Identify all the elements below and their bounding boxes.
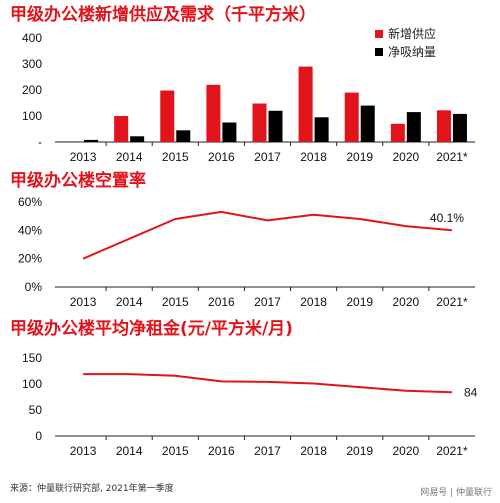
bar-legend: 新增供应 净吸纳量 [375,26,436,62]
supply-bar [252,103,267,142]
supply-bar [160,90,175,142]
absorption-bar [452,113,467,142]
y-tick-label: - [38,135,42,149]
vacancy-rate-line-chart: 0% 20% 40% 60% 2013 2014 2015 2016 2017 2018 2019 2… [18,195,475,309]
absorption-bar [222,122,237,142]
x-tick-label: 2013 [70,444,97,458]
y-tick-label: 150 [22,351,42,365]
absorption-bar [268,110,283,142]
y-tick-label: 40% [18,223,42,237]
y-tick-label: 0% [25,280,43,294]
absorption-bar [176,130,191,142]
legend-item-supply: 新增供应 [375,26,436,42]
x-tick-label: 2018 [300,150,327,164]
x-tick-label: 2016 [208,295,235,309]
x-tick-label: 2013 [70,295,97,309]
x-tick-label: 2014 [116,150,143,164]
supply-bar [390,123,405,142]
y-tick-label: 100 [22,109,42,123]
supply-demand-bar-chart: - 100 200 300 400 2013 2014 2015 2016 2017 2018 201… [22,31,475,164]
x-tick-label: 2017 [254,444,281,458]
last-value-label: 40.1% [430,211,464,225]
x-tick-label: 2019 [346,150,373,164]
y-tick-label: 20% [18,252,42,266]
x-tick-label: 2021* [436,295,468,309]
y-tick-label: 200 [22,83,42,97]
y-tick-label: 50 [29,403,43,417]
x-tick-label: 2019 [346,444,373,458]
x-tick-label: 2015 [162,295,189,309]
x-tick-label: 2019 [346,295,373,309]
vacancy-rate-title: 甲级办公楼空置率 [10,171,146,191]
x-tick-label: 2014 [116,444,143,458]
x-tick-label: 2014 [116,295,143,309]
supply-bar [344,92,359,142]
x-tick-label: 2018 [300,295,327,309]
x-tick-label: 2015 [162,150,189,164]
absorption-bar [360,105,375,142]
legend-label-supply: 新增供应 [388,27,437,41]
rent-line-chart: 0 50 100 150 2013 2014 2015 2016 2017 2018 2019 202… [22,351,478,458]
x-tick-label: 2016 [208,444,235,458]
x-tick-label: 2020 [392,295,419,309]
y-tick-label: 0 [35,429,42,443]
source-note: 来源：仲量联行研究部, 2021年第一季度 [10,484,174,494]
x-tick-label: 2015 [162,444,189,458]
x-tick-label: 2020 [392,444,419,458]
absorption-bar [84,139,99,142]
legend-item-absorption: 净吸纳量 [375,44,436,60]
y-tick-label: 300 [22,57,42,71]
rent-title: 甲级办公楼平均净租金(元/平方米/月) [10,319,293,339]
y-tick-label: 60% [18,195,42,209]
x-tick-label: 2016 [208,150,235,164]
supply-bar [206,84,221,142]
absorption-bar [130,136,145,142]
supply-bar [298,66,313,142]
last-value-label: 84 [464,385,478,399]
x-tick-label: 2021* [436,150,468,164]
x-tick-label: 2017 [254,295,281,309]
absorption-bar [406,112,421,142]
supply-bar [436,110,451,142]
legend-label-absorption: 净吸纳量 [388,45,437,59]
legend-swatch-supply [375,30,383,38]
y-tick-label: 400 [22,31,42,45]
x-tick-label: 2020 [392,150,419,164]
x-tick-label: 2021* [436,444,468,458]
legend-swatch-absorption [375,48,383,56]
watermark: 网易号 | 仲量联行 [420,488,492,498]
supply-bar [114,116,129,142]
x-tick-label: 2013 [70,150,97,164]
absorption-bar [314,117,329,142]
series-line [82,210,452,260]
x-tick-label: 2017 [254,150,281,164]
y-tick-label: 100 [22,377,42,391]
series-line [83,373,452,394]
supply-demand-title: 甲级办公楼新增供应及需求（千平方米） [10,5,316,25]
x-tick-label: 2018 [300,444,327,458]
